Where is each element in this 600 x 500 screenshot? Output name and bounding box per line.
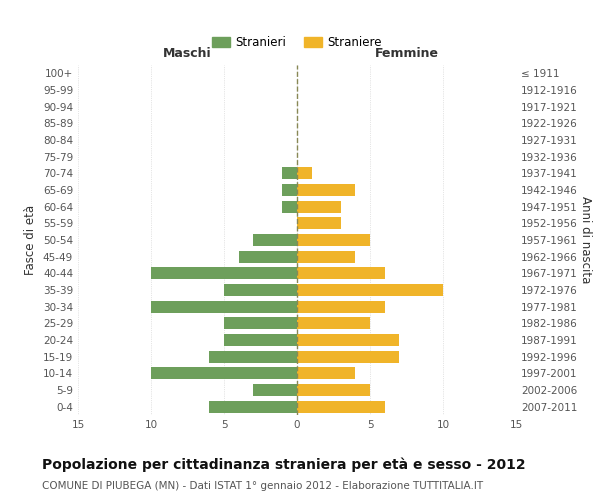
Bar [297,268,385,280]
Text: Popolazione per cittadinanza straniera per età e sesso - 2012: Popolazione per cittadinanza straniera p… [42,458,526,472]
Text: Maschi: Maschi [163,47,212,60]
Bar [297,384,370,396]
Y-axis label: Fasce di età: Fasce di età [25,205,37,275]
Bar [297,368,355,380]
Text: COMUNE DI PIUBEGA (MN) - Dati ISTAT 1° gennaio 2012 - Elaborazione TUTTITALIA.IT: COMUNE DI PIUBEGA (MN) - Dati ISTAT 1° g… [42,481,483,491]
Bar [297,318,370,330]
Bar [224,334,297,346]
Bar [297,334,399,346]
Bar [297,218,341,230]
Bar [297,350,399,362]
Bar [239,250,297,262]
Bar [283,168,297,179]
Bar [209,400,297,412]
Bar [224,318,297,330]
Bar [283,184,297,196]
Bar [297,234,370,246]
Bar [253,384,297,396]
Bar [253,234,297,246]
Bar [297,184,355,196]
Bar [209,350,297,362]
Bar [151,368,297,380]
Bar [151,300,297,312]
Text: Femmine: Femmine [374,47,439,60]
Bar [224,284,297,296]
Bar [297,250,355,262]
Bar [297,284,443,296]
Bar [297,200,341,212]
Bar [283,200,297,212]
Bar [297,400,385,412]
Bar [297,300,385,312]
Legend: Stranieri, Straniere: Stranieri, Straniere [208,32,386,52]
Y-axis label: Anni di nascita: Anni di nascita [578,196,592,284]
Bar [151,268,297,280]
Bar [297,168,311,179]
